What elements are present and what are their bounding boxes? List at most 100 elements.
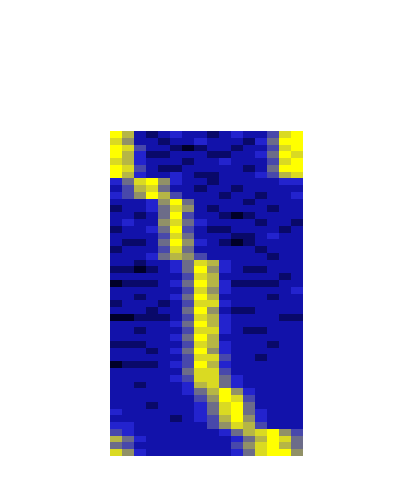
heatmap-cell: [134, 205, 147, 212]
heatmap-cell: [158, 246, 171, 253]
heatmap-cell: [170, 382, 183, 389]
heatmap-cell: [231, 307, 244, 314]
heatmap-cell: [122, 178, 135, 185]
heatmap-cell: [194, 294, 207, 301]
heatmap-cell: [243, 253, 256, 260]
heatmap-cell: [243, 348, 256, 355]
heatmap-cell: [146, 131, 159, 138]
heatmap-cell: [219, 239, 232, 246]
heatmap-cell: [219, 219, 232, 226]
heatmap-cell: [158, 178, 171, 185]
heatmap-cell: [267, 321, 280, 328]
heatmap-cell: [110, 442, 123, 449]
heatmap-cell: [219, 429, 232, 436]
heatmap-cell: [170, 205, 183, 212]
heatmap-cell: [194, 314, 207, 321]
heatmap-cell: [219, 192, 232, 199]
heatmap-cell: [219, 294, 232, 301]
heatmap-cell: [279, 341, 292, 348]
heatmap-cell: [134, 361, 147, 368]
heatmap-cell: [134, 314, 147, 321]
heatmap-cell: [110, 145, 123, 152]
heatmap-cell: [219, 361, 232, 368]
heatmap-cell: [267, 219, 280, 226]
heatmap-cell: [146, 354, 159, 361]
heatmap-cell: [182, 368, 195, 375]
heatmap-cell: [158, 219, 171, 226]
heatmap-cell: [255, 375, 268, 382]
heatmap-cell: [219, 158, 232, 165]
heatmap-cell: [219, 402, 232, 409]
heatmap-cell: [219, 145, 232, 152]
heatmap-cell: [146, 375, 159, 382]
heatmap-cell: [267, 334, 280, 341]
heatmap-cell: [170, 354, 183, 361]
heatmap-cell: [158, 212, 171, 219]
heatmap-cell: [146, 145, 159, 152]
heatmap-cell: [134, 165, 147, 172]
heatmap-cell: [255, 436, 268, 443]
heatmap-cell: [243, 226, 256, 233]
heatmap-cell: [134, 253, 147, 260]
heatmap-cell: [231, 409, 244, 416]
heatmap-cell: [279, 287, 292, 294]
heatmap-cell: [219, 260, 232, 267]
heatmap-cell: [255, 280, 268, 287]
heatmap-cell: [219, 354, 232, 361]
heatmap-cell: [170, 246, 183, 253]
heatmap-cell: [207, 314, 220, 321]
heatmap-cell: [170, 287, 183, 294]
heatmap-cell: [194, 172, 207, 179]
heatmap-cell: [170, 266, 183, 273]
heatmap-cell: [267, 300, 280, 307]
heatmap-cell: [110, 212, 123, 219]
heatmap-cell: [158, 205, 171, 212]
heatmap-cell: [158, 185, 171, 192]
heatmap-cell: [170, 341, 183, 348]
heatmap-cell: [122, 436, 135, 443]
heatmap-cell: [146, 260, 159, 267]
heatmap-cell: [207, 449, 220, 456]
heatmap-cell: [291, 341, 303, 348]
heatmap-cell: [255, 368, 268, 375]
heatmap-cell: [110, 382, 123, 389]
heatmap-cell: [231, 375, 244, 382]
heatmap-cell: [255, 395, 268, 402]
heatmap-cell: [243, 395, 256, 402]
heatmap-cell: [194, 138, 207, 145]
heatmap-cell: [170, 415, 183, 422]
heatmap-cell: [207, 131, 220, 138]
heatmap-cell: [146, 219, 159, 226]
heatmap-cell: [110, 158, 123, 165]
heatmap-cell: [194, 131, 207, 138]
heatmap-cell: [122, 158, 135, 165]
heatmap-cell: [255, 192, 268, 199]
heatmap-cell: [146, 172, 159, 179]
heatmap-cell: [146, 226, 159, 233]
heatmap-cell: [110, 233, 123, 240]
heatmap-cell: [158, 273, 171, 280]
heatmap-cell: [243, 172, 256, 179]
heatmap-cell: [110, 239, 123, 246]
heatmap-cell: [170, 402, 183, 409]
heatmap-cell: [267, 199, 280, 206]
heatmap-cell: [170, 321, 183, 328]
heatmap-cell: [158, 266, 171, 273]
heatmap-cell: [134, 185, 147, 192]
heatmap-cell: [110, 219, 123, 226]
heatmap-cell: [146, 348, 159, 355]
heatmap-cell: [146, 233, 159, 240]
heatmap-cell: [231, 233, 244, 240]
heatmap-cell: [134, 151, 147, 158]
heatmap-cell: [134, 233, 147, 240]
heatmap-cell: [207, 138, 220, 145]
heatmap-cell: [194, 341, 207, 348]
heatmap-cell: [146, 158, 159, 165]
heatmap-cell: [158, 327, 171, 334]
heatmap-cell: [255, 151, 268, 158]
heatmap-cell: [243, 409, 256, 416]
heatmap-cell: [134, 300, 147, 307]
heatmap-cell: [267, 273, 280, 280]
heatmap-cell: [110, 165, 123, 172]
heatmap-cell: [279, 436, 292, 443]
